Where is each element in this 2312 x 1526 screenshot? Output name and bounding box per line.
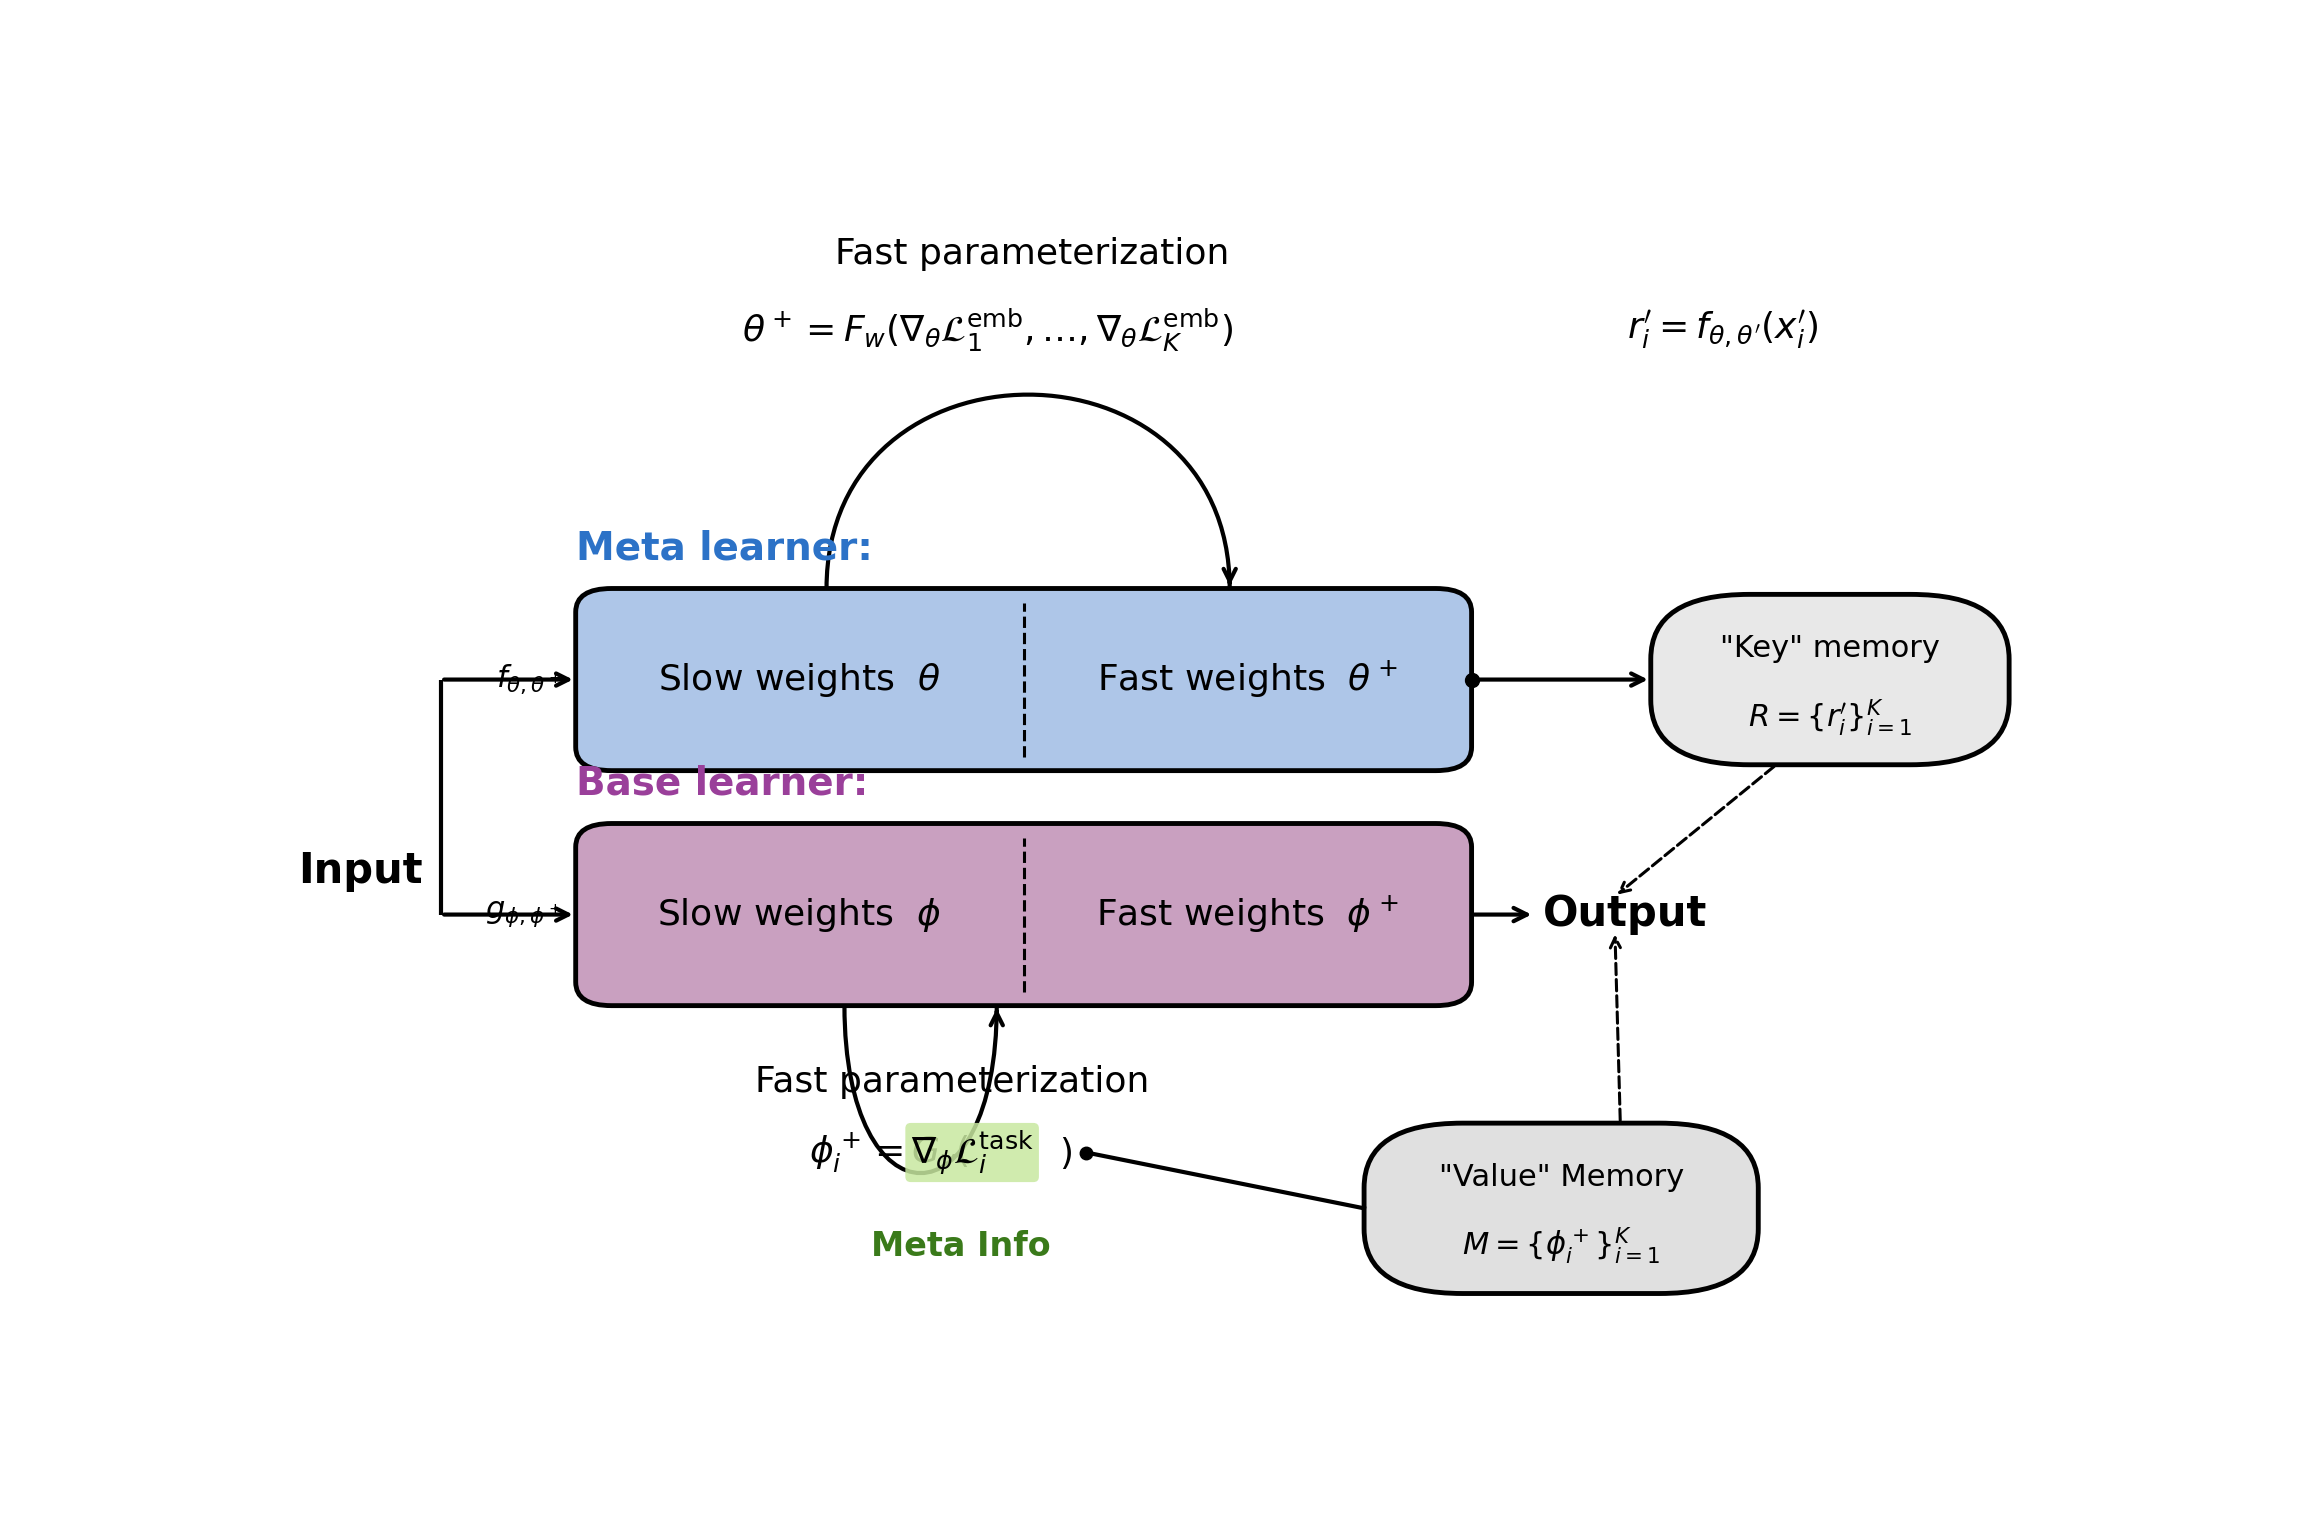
- Text: "Key" memory: "Key" memory: [1720, 635, 1940, 664]
- FancyBboxPatch shape: [576, 589, 1473, 771]
- Text: $\phi_i^+ = G_v($: $\phi_i^+ = G_v($: [809, 1131, 969, 1175]
- Text: Fast weights  $\phi^+$: Fast weights $\phi^+$: [1096, 894, 1399, 935]
- Text: Input: Input: [298, 850, 423, 891]
- Text: $\theta^+ = F_w(\nabla_\theta \mathcal{L}_1^{\mathrm{emb}},\ldots,\nabla_\theta : $\theta^+ = F_w(\nabla_\theta \mathcal{L…: [742, 307, 1232, 354]
- Text: $R = \{r_i^\prime\}_{i=1}^K$: $R = \{r_i^\prime\}_{i=1}^K$: [1748, 696, 1912, 737]
- FancyBboxPatch shape: [1364, 1123, 1759, 1294]
- Text: $M = \{\phi_i^+\}_{i=1}^K$: $M = \{\phi_i^+\}_{i=1}^K$: [1461, 1225, 1660, 1267]
- Text: Fast parameterization: Fast parameterization: [835, 237, 1230, 270]
- Text: $r_i^{\prime} = f_{\theta,\theta^{\prime}}(x_i^{\prime})$: $r_i^{\prime} = f_{\theta,\theta^{\prime…: [1628, 308, 1817, 351]
- Text: Meta Info: Meta Info: [872, 1230, 1050, 1264]
- Text: Meta learner:: Meta learner:: [576, 530, 872, 568]
- Text: Fast parameterization: Fast parameterization: [754, 1065, 1149, 1099]
- Text: $g_{\phi,\phi^+}$: $g_{\phi,\phi^+}$: [486, 900, 562, 929]
- Text: $f_{\theta,\theta^+}$: $f_{\theta,\theta^+}$: [497, 662, 562, 696]
- FancyBboxPatch shape: [1651, 594, 2009, 765]
- Text: Slow weights  $\phi$: Slow weights $\phi$: [657, 896, 941, 934]
- Text: Base learner:: Base learner:: [576, 765, 867, 803]
- Text: $\nabla_\phi \mathcal{L}_i^{\mathrm{task}}$: $\nabla_\phi \mathcal{L}_i^{\mathrm{task…: [911, 1128, 1033, 1177]
- Text: Output: Output: [1544, 893, 1709, 935]
- FancyBboxPatch shape: [576, 824, 1473, 1006]
- Text: $)$: $)$: [1059, 1134, 1073, 1170]
- Text: Fast weights  $\theta^+$: Fast weights $\theta^+$: [1098, 659, 1399, 700]
- Text: Slow weights  $\theta$: Slow weights $\theta$: [659, 661, 941, 699]
- Text: "Value" Memory: "Value" Memory: [1438, 1163, 1683, 1192]
